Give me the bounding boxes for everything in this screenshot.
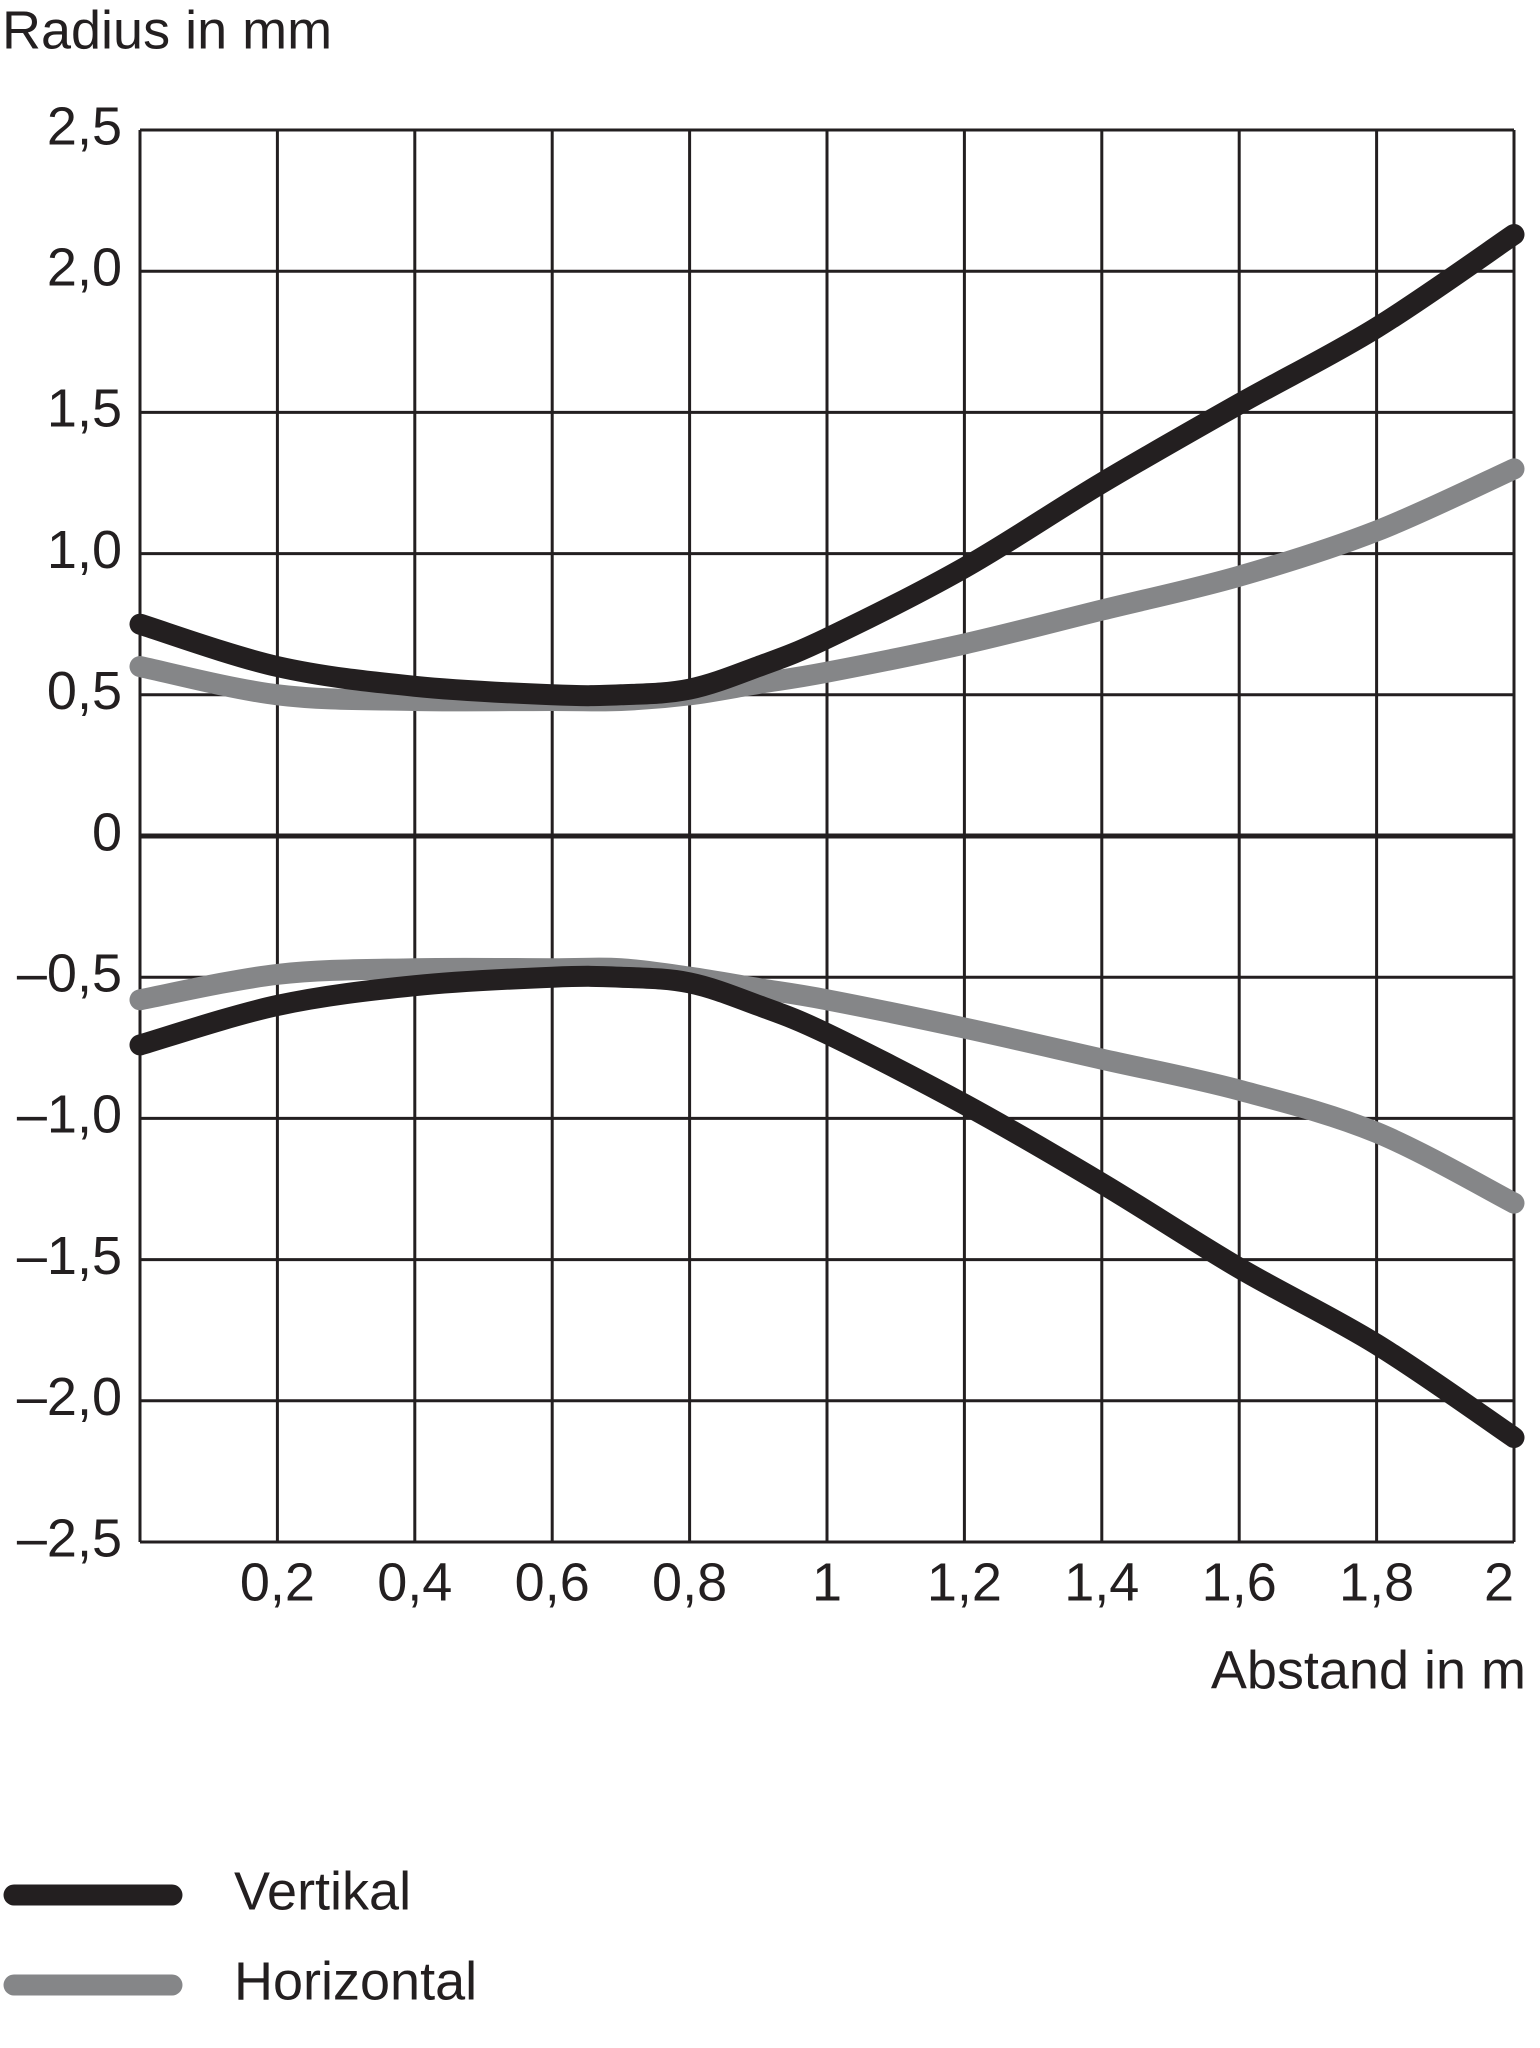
y-axis-label: Radius in mm [2, 0, 332, 60]
series-line [129, 957, 1525, 1214]
y-tick-label: –1,0 [17, 1085, 122, 1145]
x-tick-label: 1,2 [927, 1552, 1002, 1612]
y-tick-label: 2,0 [47, 237, 122, 297]
y-tick-label: –0,5 [17, 943, 122, 1003]
y-tick-label: 0 [92, 802, 122, 862]
y-tick-label: 2,5 [47, 96, 122, 156]
x-tick-label: 1 [812, 1552, 842, 1612]
y-tick-label: –1,5 [17, 1226, 122, 1286]
series-line [129, 223, 1525, 707]
legend-label: Horizontal [234, 1951, 477, 2011]
x-axis-label: Abstand in m [1211, 1640, 1526, 1700]
x-tick-label: 0,6 [515, 1552, 590, 1612]
y-tick-label: 0,5 [47, 661, 122, 721]
x-tick-label: 2 [1484, 1552, 1514, 1612]
series-line [129, 458, 1525, 712]
y-tick-label: –2,0 [17, 1367, 122, 1427]
x-tick-label: 0,2 [240, 1552, 315, 1612]
x-tick-label: 1,4 [1064, 1552, 1139, 1612]
series-line [129, 965, 1525, 1449]
legend-label: Vertikal [234, 1861, 411, 1921]
y-tick-label: –2,5 [17, 1508, 122, 1568]
y-tick-label: 1,0 [47, 520, 122, 580]
x-tick-label: 0,8 [652, 1552, 727, 1612]
x-tick-label: 1,8 [1339, 1552, 1414, 1612]
x-tick-label: 1,6 [1202, 1552, 1277, 1612]
x-tick-label: 0,4 [377, 1552, 452, 1612]
y-tick-label: 1,5 [47, 379, 122, 439]
